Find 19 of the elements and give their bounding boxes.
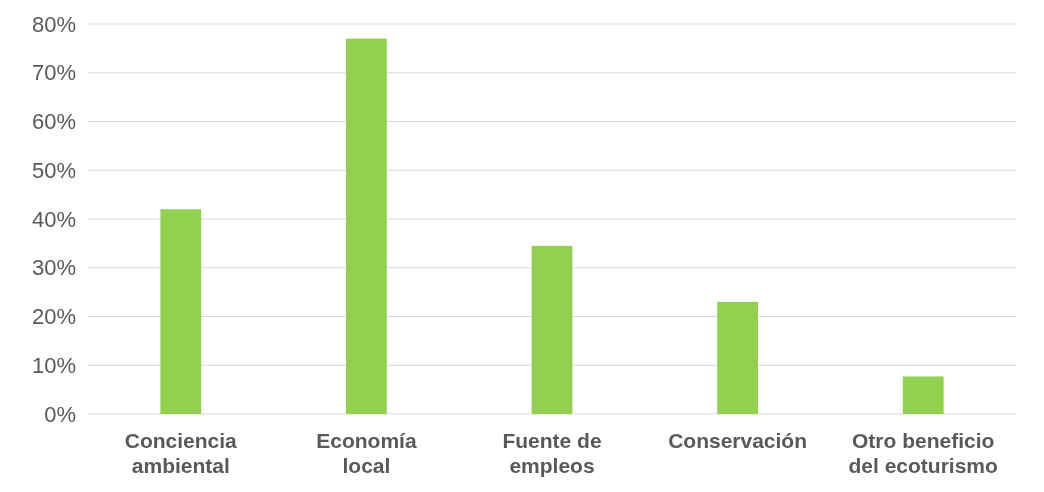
x-tick-label: Fuente de empleos (502, 429, 602, 477)
y-tick-label: 0% (44, 401, 76, 427)
x-tick-label: Economía local (316, 429, 417, 477)
y-tick-label: 10% (31, 352, 76, 378)
bar (717, 301, 759, 414)
x-tick-label: Conciencia ambiental (124, 429, 238, 477)
y-tick-label: 30% (31, 255, 76, 281)
bar (531, 245, 573, 414)
bar (902, 376, 944, 414)
y-tick-label: 20% (31, 304, 76, 330)
y-tick-label: 70% (31, 60, 76, 86)
bar (345, 38, 387, 414)
x-tick-label: Otro beneficio del ecoturismo (848, 429, 998, 477)
y-tick-label: 60% (31, 109, 76, 135)
x-tick-label: Conservación (668, 429, 808, 452)
y-tick-label: 50% (31, 157, 76, 183)
y-tick-label: 80% (31, 11, 76, 37)
bar (160, 209, 202, 414)
y-tick-label: 40% (31, 206, 76, 232)
